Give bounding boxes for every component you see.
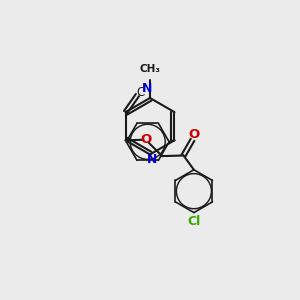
Text: N: N [142,82,152,95]
Text: Cl: Cl [187,215,200,228]
Text: C: C [136,86,145,99]
Text: CH₃: CH₃ [140,64,160,74]
Text: O: O [188,128,200,141]
Text: O: O [140,133,152,146]
Text: N: N [147,153,158,166]
